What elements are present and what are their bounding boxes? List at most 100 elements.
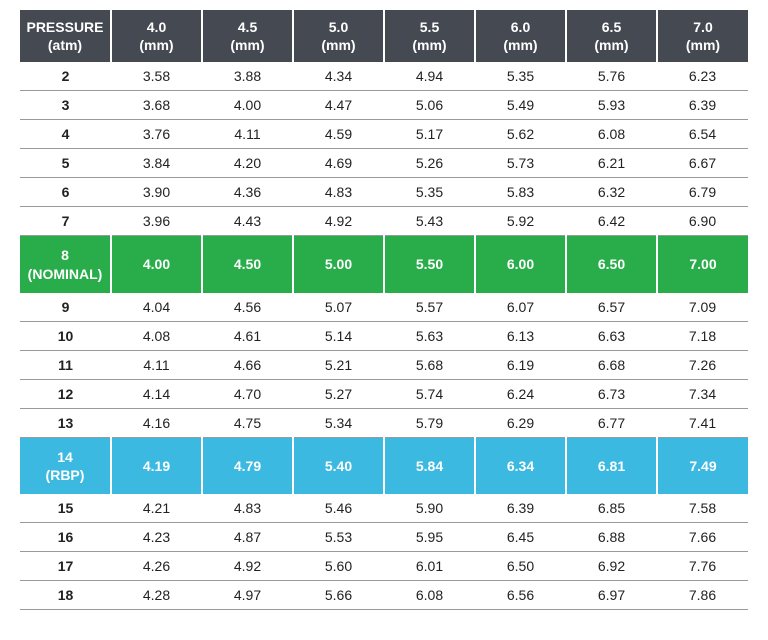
value-cell: 6.73: [566, 379, 657, 408]
value-cell: 7.86: [657, 581, 748, 610]
value-cell: 4.92: [202, 552, 293, 581]
value-cell: 6.88: [566, 523, 657, 552]
table-row: 73.964.434.925.435.926.426.90: [20, 207, 748, 236]
pressure-cell: 5: [20, 149, 111, 178]
table-row: 23.583.884.344.945.355.766.23: [20, 62, 748, 91]
value-cell: 5.43: [384, 207, 475, 236]
value-cell: 6.79: [657, 178, 748, 207]
table-row: 164.234.875.535.956.456.887.66: [20, 523, 748, 552]
value-cell: 6.90: [657, 207, 748, 236]
table-row: 14(RBP)4.194.795.405.846.346.817.49: [20, 437, 748, 494]
value-cell: 4.59: [293, 120, 384, 149]
value-cell: 4.56: [202, 293, 293, 322]
header-col: 7.0(mm): [657, 10, 748, 62]
value-cell: 3.84: [111, 149, 202, 178]
value-cell: 5.90: [384, 494, 475, 523]
value-cell: 5.34: [293, 408, 384, 437]
pressure-cell: 17: [20, 552, 111, 581]
header-pressure-unit: (atm): [24, 36, 106, 54]
value-cell: 4.20: [202, 149, 293, 178]
header-col: 5.5(mm): [384, 10, 475, 62]
value-cell: 6.00: [475, 236, 566, 293]
value-cell: 6.85: [566, 494, 657, 523]
value-cell: 5.93: [566, 91, 657, 120]
value-cell: 5.95: [384, 523, 475, 552]
value-cell: 6.54: [657, 120, 748, 149]
value-cell: 6.24: [475, 379, 566, 408]
value-cell: 4.79: [202, 437, 293, 494]
pressure-cell: 9: [20, 293, 111, 322]
value-cell: 5.46: [293, 494, 384, 523]
value-cell: 4.21: [111, 494, 202, 523]
value-cell: 4.34: [293, 62, 384, 91]
value-cell: 7.76: [657, 552, 748, 581]
table-header: PRESSURE (atm) 4.0(mm) 4.5(mm) 5.0(mm) 5…: [20, 10, 748, 62]
pressure-cell: 2: [20, 62, 111, 91]
table-row: 184.284.975.666.086.566.977.86: [20, 581, 748, 610]
value-cell: 5.83: [475, 178, 566, 207]
value-cell: 6.08: [566, 120, 657, 149]
value-cell: 5.92: [475, 207, 566, 236]
value-cell: 5.00: [293, 236, 384, 293]
value-cell: 4.43: [202, 207, 293, 236]
pressure-sublabel: (NOMINAL): [24, 265, 106, 283]
value-cell: 4.08: [111, 321, 202, 350]
table-row: 124.144.705.275.746.246.737.34: [20, 379, 748, 408]
value-cell: 6.13: [475, 321, 566, 350]
value-cell: 6.45: [475, 523, 566, 552]
value-cell: 5.62: [475, 120, 566, 149]
value-cell: 7.58: [657, 494, 748, 523]
value-cell: 4.16: [111, 408, 202, 437]
value-cell: 7.66: [657, 523, 748, 552]
value-cell: 5.27: [293, 379, 384, 408]
value-cell: 5.40: [293, 437, 384, 494]
value-cell: 7.09: [657, 293, 748, 322]
value-cell: 5.57: [384, 293, 475, 322]
table-row: 53.844.204.695.265.736.216.67: [20, 149, 748, 178]
header-col: 6.0(mm): [475, 10, 566, 62]
value-cell: 5.14: [293, 321, 384, 350]
value-cell: 3.90: [111, 178, 202, 207]
value-cell: 4.75: [202, 408, 293, 437]
value-cell: 6.42: [566, 207, 657, 236]
value-cell: 6.32: [566, 178, 657, 207]
pressure-cell: 10: [20, 321, 111, 350]
value-cell: 4.14: [111, 379, 202, 408]
value-cell: 4.28: [111, 581, 202, 610]
value-cell: 7.18: [657, 321, 748, 350]
value-cell: 5.49: [475, 91, 566, 120]
table-row: 154.214.835.465.906.396.857.58: [20, 494, 748, 523]
value-cell: 5.74: [384, 379, 475, 408]
value-cell: 4.00: [202, 91, 293, 120]
pressure-cell: 14(RBP): [20, 437, 111, 494]
table-row: 63.904.364.835.355.836.326.79: [20, 178, 748, 207]
value-cell: 6.39: [475, 494, 566, 523]
pressure-cell: 12: [20, 379, 111, 408]
value-cell: 4.23: [111, 523, 202, 552]
value-cell: 5.07: [293, 293, 384, 322]
pressure-cell: 8(NOMINAL): [20, 236, 111, 293]
value-cell: 6.57: [566, 293, 657, 322]
value-cell: 5.68: [384, 350, 475, 379]
value-cell: 4.61: [202, 321, 293, 350]
value-cell: 4.00: [111, 236, 202, 293]
value-cell: 4.92: [293, 207, 384, 236]
value-cell: 5.63: [384, 321, 475, 350]
value-cell: 5.79: [384, 408, 475, 437]
value-cell: 4.70: [202, 379, 293, 408]
value-cell: 4.69: [293, 149, 384, 178]
value-cell: 4.87: [202, 523, 293, 552]
value-cell: 4.47: [293, 91, 384, 120]
pressure-cell: 3: [20, 91, 111, 120]
value-cell: 7.34: [657, 379, 748, 408]
value-cell: 5.06: [384, 91, 475, 120]
value-cell: 6.77: [566, 408, 657, 437]
table-row: 134.164.755.345.796.296.777.41: [20, 408, 748, 437]
pressure-cell: 16: [20, 523, 111, 552]
value-cell: 4.26: [111, 552, 202, 581]
header-col: 5.0(mm): [293, 10, 384, 62]
table-row: 174.264.925.606.016.506.927.76: [20, 552, 748, 581]
value-cell: 6.50: [475, 552, 566, 581]
table-row: 8(NOMINAL)4.004.505.005.506.006.507.00: [20, 236, 748, 293]
value-cell: 6.07: [475, 293, 566, 322]
